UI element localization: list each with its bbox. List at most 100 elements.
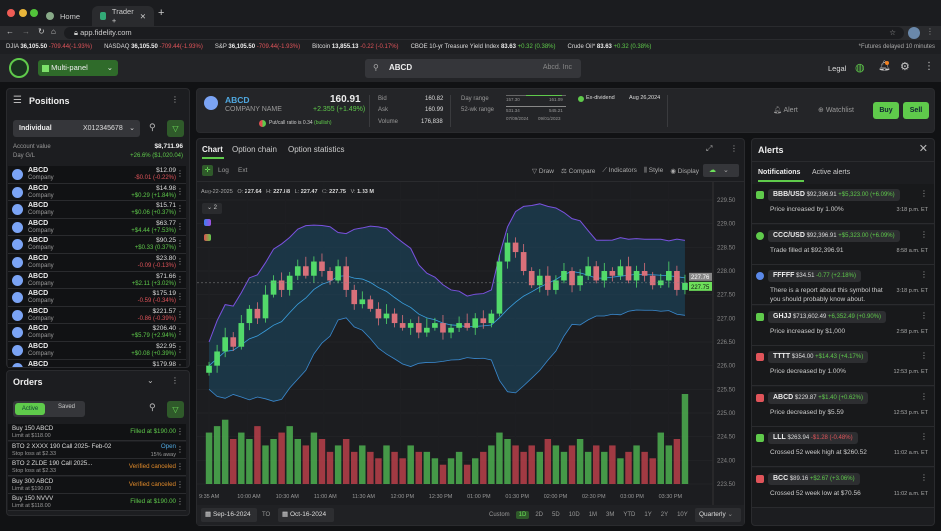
order-row[interactable]: BTO 2 XXXX 190 Call 2025- Feb-02 Stop los… xyxy=(8,441,186,459)
row-more-icon[interactable]: ⋮ xyxy=(176,274,184,284)
alert-symbol-chip[interactable]: BBB/USD $92,396.91 +$5,323.00 (+6.09%) xyxy=(768,189,900,201)
candle[interactable] xyxy=(561,271,567,281)
symbol-search-input[interactable]: ⚲ ABCD Abcd. Inc xyxy=(365,59,581,78)
ext-toggle[interactable]: Ext xyxy=(238,167,248,174)
alert-item[interactable]: ABCD $229.87 +$1.40 (+0.62%) ⋮ Price decre… xyxy=(752,386,934,427)
buy-button[interactable]: Buy xyxy=(873,102,899,119)
tab-notifications[interactable]: Notifications xyxy=(758,169,801,176)
candle[interactable] xyxy=(262,294,269,319)
legal-link[interactable]: Legal xyxy=(828,64,847,73)
row-more-icon[interactable]: ⋮ xyxy=(176,497,184,507)
candle[interactable] xyxy=(633,271,640,281)
candle[interactable] xyxy=(657,280,664,286)
notifications-bell-icon[interactable]: 🔔︎ xyxy=(878,61,891,72)
candle[interactable] xyxy=(351,289,358,305)
interval-dropdown[interactable]: Quarterly ⌄ xyxy=(695,508,741,522)
position-row[interactable]: ABCD Company $23.80 -0.09 (-0.13%) ⋮ xyxy=(8,254,186,272)
crosshair-button[interactable]: ✛ xyxy=(202,165,213,176)
candle[interactable] xyxy=(480,318,487,324)
row-more-icon[interactable]: ⋮ xyxy=(176,345,184,354)
ticker-item[interactable]: S&P 36,105.50 -709.44(-1.93%) xyxy=(215,44,300,50)
back-icon[interactable]: ← xyxy=(6,27,14,36)
candle[interactable] xyxy=(456,323,462,328)
collapse-chevron-icon[interactable]: ⌄ xyxy=(147,376,154,385)
alert-more-icon[interactable]: ⋮ xyxy=(920,391,928,401)
alert-item[interactable]: FFFFF $34.51 -0.77 (+2.18%) ⋮ There is a r… xyxy=(752,265,934,305)
candle[interactable] xyxy=(375,308,382,319)
candle[interactable] xyxy=(424,327,430,333)
candle[interactable] xyxy=(399,323,406,328)
candle[interactable] xyxy=(294,266,301,276)
tab-chart[interactable]: Chart xyxy=(202,145,223,154)
row-more-icon[interactable]: ⋮ xyxy=(176,239,184,249)
candle[interactable] xyxy=(367,299,374,309)
close-tab-icon[interactable]: ✕ xyxy=(139,11,146,21)
candle[interactable] xyxy=(319,261,325,271)
range-2d[interactable]: 2D xyxy=(535,512,544,518)
tab-option-chain[interactable]: Option chain xyxy=(232,145,277,154)
candle[interactable] xyxy=(593,266,600,281)
candle[interactable] xyxy=(641,271,648,276)
ticker-item[interactable]: DJIA 36,105.50 -709.44(-1.93%) xyxy=(6,44,92,50)
display-button[interactable]: ◉ Display xyxy=(670,167,699,175)
row-more-icon[interactable]: ⋮ xyxy=(176,169,184,178)
position-row[interactable]: ABCD Company $15.71 +$0.06 (+0.37%) ⋮ xyxy=(8,201,186,219)
watchlist-button[interactable]: ⊕ Watchlist xyxy=(818,106,854,114)
position-row[interactable]: ABCD Company $175.19 -0.59 (-0.34%) ⋮ xyxy=(8,289,186,307)
order-row[interactable]: BTO 2 ZLDE 190 Call 2025... Stop loss at … xyxy=(8,459,186,477)
alert-symbol-chip[interactable]: BCC $89.16 +$2.67 (+3.06%) xyxy=(768,472,860,485)
candle[interactable] xyxy=(464,323,470,328)
expand-icon[interactable]: ⤢ xyxy=(706,144,713,153)
range-10y[interactable]: 10Y xyxy=(677,512,688,518)
alert-symbol-chip[interactable]: ABCD $229.87 +$1.40 (+0.62%) xyxy=(768,391,868,404)
row-more-icon[interactable]: ⋮ xyxy=(176,292,184,302)
tab-active-alerts[interactable]: Active alerts xyxy=(812,169,851,176)
browser-menu-icon[interactable]: ⋮ xyxy=(926,27,934,36)
filter-button[interactable]: ▽ xyxy=(167,401,184,418)
chart-more-icon[interactable]: ⋮ xyxy=(730,144,738,153)
end-date-picker[interactable]: ▦ Oct-16-2024 xyxy=(278,508,334,522)
tab-option-statistics[interactable]: Option statistics xyxy=(288,145,345,154)
candle[interactable] xyxy=(536,275,543,286)
position-row[interactable]: ABCD Company $71.66 +$2.11 (+3.02%) ⋮ xyxy=(8,271,186,290)
hamburger-icon[interactable]: ☰ xyxy=(13,95,22,106)
ticker-item[interactable]: Bitcoin 13,855.13 -0.22 (-0.17%) xyxy=(312,44,398,50)
row-more-icon[interactable]: ⋮ xyxy=(176,204,184,214)
style-button[interactable]: ⫼ Style xyxy=(644,167,663,175)
candle[interactable] xyxy=(585,266,591,276)
row-more-icon[interactable]: ⋮ xyxy=(176,186,184,196)
tab-active[interactable]: Active xyxy=(15,403,45,415)
order-row[interactable]: Buy 300 ABCD Limit at $190.00 Verified can… xyxy=(8,476,186,494)
position-row[interactable]: ABCD Company $14.98 +$0.29 (+1.84%) ⋮ xyxy=(8,183,186,202)
candle[interactable] xyxy=(383,313,390,319)
alert-item[interactable]: LLL $263.94 -$1.28 (-0.48%) ⋮ Crossed 52 w… xyxy=(752,427,934,467)
candle[interactable] xyxy=(512,242,519,253)
url-input[interactable]: 🔒︎ app.fidelity.com ☆ xyxy=(64,27,904,39)
price-chart[interactable]: 229.50 229.00 228.50 228.00 227.50 227.00 226.… xyxy=(197,182,744,505)
candle[interactable] xyxy=(520,252,527,271)
candle[interactable] xyxy=(472,318,479,328)
candle[interactable] xyxy=(206,365,212,373)
ticker-item[interactable]: CBOE 10-yr Treasure Yield Index 83.63 +0… xyxy=(411,44,556,50)
bookmark-star-icon[interactable]: ☆ xyxy=(889,28,896,37)
row-more-icon[interactable]: ⋮ xyxy=(176,221,184,231)
range-1d[interactable]: 1D xyxy=(515,511,530,519)
candle[interactable] xyxy=(504,242,511,262)
tab-trader[interactable]: Trader + ✕ xyxy=(92,6,154,26)
alert-more-icon[interactable]: ⋮ xyxy=(920,310,928,320)
home-icon[interactable]: ⌂ xyxy=(51,27,56,36)
alert-button[interactable]: 🔔︎ Alert xyxy=(773,106,798,114)
candle[interactable] xyxy=(682,282,688,290)
candle[interactable] xyxy=(311,261,317,276)
candle[interactable] xyxy=(270,280,277,295)
candle[interactable] xyxy=(432,323,438,328)
alert-more-icon[interactable]: ⋮ xyxy=(920,229,928,239)
candle[interactable] xyxy=(254,308,261,319)
candle[interactable] xyxy=(391,313,398,324)
alert-symbol-chip[interactable]: GHJJ $713,602.49 +6,352.49 (+0.90%) xyxy=(768,310,887,323)
alert-more-icon[interactable]: ⋮ xyxy=(920,351,928,360)
candle[interactable] xyxy=(528,271,535,286)
orders-more-icon[interactable]: ⋮ xyxy=(171,376,179,385)
reload-icon[interactable]: ↻ xyxy=(38,27,45,36)
row-more-icon[interactable]: ⋮ xyxy=(176,257,184,266)
